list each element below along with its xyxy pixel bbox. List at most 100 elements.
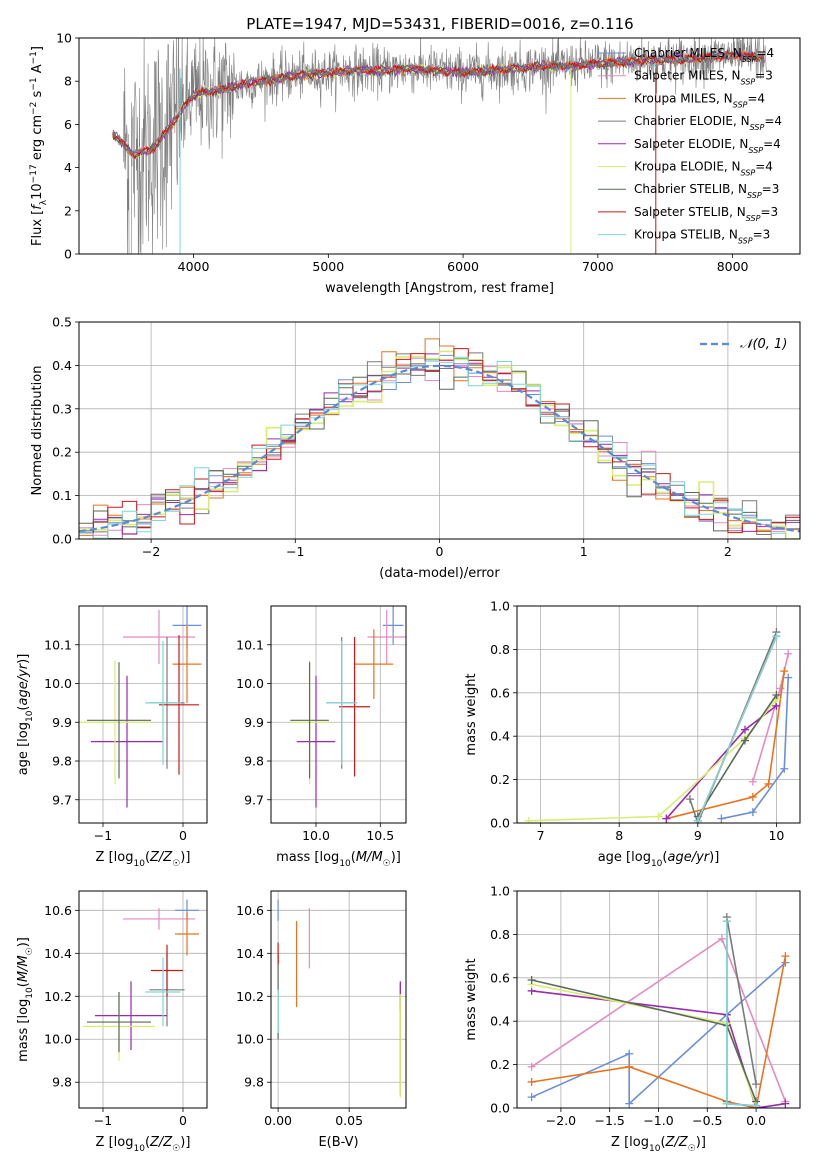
label-part: Z/Z (665, 1135, 689, 1150)
label-part: Z [log (96, 1135, 134, 1150)
label-part: Z/Z (149, 1135, 173, 1150)
model-spectrum-line-chabrier-stelib-n-ssp-3 (112, 49, 765, 160)
observed-spectrum-line (123, 38, 767, 254)
y-tick-label: 10.1 (44, 637, 72, 652)
label-part: age [log (16, 722, 31, 775)
y-tick-label: 9.8 (52, 1075, 72, 1090)
y-axis-label: age [log10(age/yr)] (16, 654, 35, 776)
mass-vs-metallicity-panel: −1 09.810.010.210.410.6Z [log10(Z/Z☉)]mas… (16, 890, 208, 1154)
normal-distribution-curve (79, 364, 800, 533)
x-tick-label: −2.0 (546, 1113, 576, 1128)
label-part: )] (16, 937, 31, 947)
series-marker (722, 1099, 731, 1108)
label-part: Z/Z (149, 850, 173, 865)
series-line (721, 677, 789, 820)
weight-lines (527, 913, 790, 1108)
x-tick-label: −2 (142, 544, 160, 559)
legend-entry-chabrier-elodie-n-ssp-4: Chabrier ELODIE, NSSP=4 (634, 114, 782, 132)
label-part: ] (30, 46, 45, 51)
y-tick-label: 10.0 (44, 676, 72, 691)
x-tick-label: −1 (94, 1113, 112, 1128)
y-axis-label: mass [log10(M/M☉)] (16, 937, 35, 1062)
series-marker (625, 1062, 634, 1071)
y-tick-label: 10.0 (44, 1032, 72, 1047)
y-tick-label: 0.2 (52, 445, 72, 460)
label-part: Z [log (96, 850, 134, 865)
x-tick-label: 10.0 (302, 828, 330, 843)
y-tick-label: 0.4 (52, 358, 72, 373)
x-tick-label: 7000 (582, 259, 614, 274)
model-spectrum-line-chabrier-elodie-n-ssp-4 (112, 51, 765, 158)
label-part: =4 (747, 91, 765, 105)
label-part: wavelength [Angstrom, rest frame] (325, 281, 554, 296)
y-tick-label: 10.0 (236, 676, 264, 691)
label-part: 10 (25, 710, 35, 722)
axes-frame (78, 37, 801, 255)
axes-frame (516, 605, 801, 824)
axes-frame (78, 321, 801, 540)
label-part: ☉ (383, 859, 391, 869)
x-tick-label: −1.5 (595, 1113, 625, 1128)
errorbar-salpeter-miles (123, 908, 195, 930)
label-part: −2 (29, 102, 39, 115)
series-marker (772, 632, 781, 641)
label-part: Flux [ (30, 210, 45, 246)
y-tick-label: 10.4 (236, 946, 264, 961)
label-part: )] (16, 654, 31, 664)
y-tick-label: 0.5 (52, 315, 72, 330)
x-tick-label: 0 (436, 544, 444, 559)
series-marker (748, 777, 757, 786)
x-tick-label: 6000 (447, 259, 479, 274)
y-tick-label: 10.2 (236, 989, 264, 1004)
histogram-steps (79, 338, 800, 539)
x-tick-label: 8000 (717, 259, 749, 274)
label-part: Normed distribution (30, 366, 45, 496)
label-part: λ (39, 199, 49, 205)
label-part: )] (709, 850, 719, 865)
errorbar-kroupa-stelib (145, 957, 181, 1027)
label-part: −17 (29, 164, 39, 183)
label-part: mass [log (16, 999, 31, 1062)
series-salpeter-miles (748, 649, 793, 786)
series-marker (781, 1099, 790, 1108)
spectrum-lines (112, 38, 767, 254)
x-tick-label: 0.00 (264, 1113, 292, 1128)
label-part: SSP (748, 145, 763, 154)
errorbar-kroupa-stelib (326, 640, 358, 765)
x-axis-label: E(B-V) (318, 1135, 358, 1150)
label-part: mass weight (464, 673, 479, 755)
errorbar-points (83, 899, 199, 1061)
y-tick-label: 6 (64, 117, 72, 132)
y-axis-label: Normed distribution (30, 366, 45, 496)
errorbar-kroupa-miles (175, 912, 199, 956)
series-marker (685, 795, 694, 804)
label-part: SSP (738, 236, 753, 245)
spectrum-panel: 4000 5000 6000 7000 8000 0 2 4 6 8 10 wavelength [A… (29, 31, 801, 296)
x-tick-label: 5000 (312, 259, 344, 274)
series-marker (748, 792, 757, 801)
legend-entry-salpeter-elodie-n-ssp-4: Salpeter ELODIE, NSSP=4 (634, 137, 781, 155)
x-tick-label: 10 (768, 828, 784, 843)
label-part: ( (145, 1135, 150, 1150)
label-part: Salpeter STELIB, N (634, 205, 746, 219)
label-part: E(B-V) (318, 1135, 358, 1150)
series-marker (527, 1062, 536, 1071)
series-marker (784, 673, 793, 682)
label-part: ( (16, 982, 31, 987)
label-part: Chabrier ELODIE, N (634, 114, 750, 128)
errorbar-points (290, 606, 406, 808)
label-part: (data-model)/error (379, 566, 500, 581)
errorbar-kroupa-miles (354, 629, 394, 699)
series-marker (780, 764, 789, 773)
y-axis-label: Flux [fλ10−17 erg cm−2 s−1 A−1] (29, 46, 49, 246)
label-part: erg cm (30, 115, 45, 164)
series-marker (764, 779, 773, 788)
y-axis-label: mass weight (464, 958, 479, 1040)
y-tick-label: 0.2 (490, 1057, 510, 1072)
label-part: M/M (16, 955, 31, 982)
label-part: ( (662, 850, 667, 865)
errorbar-kroupa-miles (172, 625, 202, 703)
errorbar-salpeter-elodie (95, 981, 167, 1050)
series-marker (527, 1077, 536, 1086)
label-part: Chabrier MILES, N (634, 46, 742, 60)
